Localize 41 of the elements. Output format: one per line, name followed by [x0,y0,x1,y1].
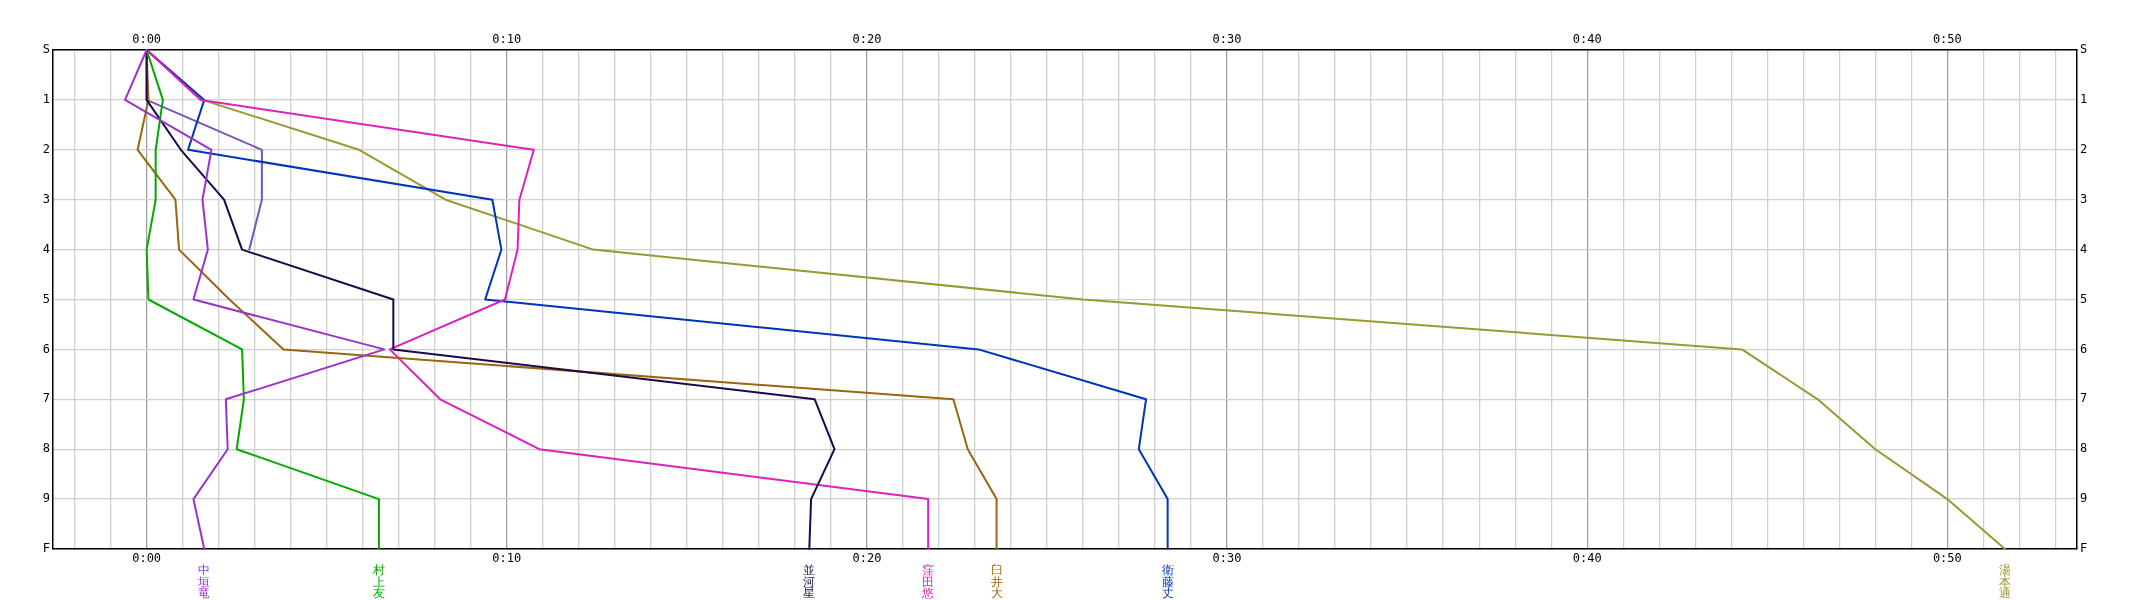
y-tick-label: 4 [42,241,50,256]
y-tick-label: 6 [42,341,50,356]
series-label: 並河星 [803,563,816,600]
category-label: 5 [2080,291,2088,306]
x-tick-label: 0:00 [132,551,162,566]
series-label: 中垣竜 [197,563,211,600]
category-label: 7 [2080,391,2088,406]
category-label: F [2080,541,2088,556]
category-label: S [2080,42,2088,57]
x-tick-label: 0:20 [852,551,882,566]
category-label: 3 [2080,191,2088,206]
series-label: 衛藤丈 [1161,563,1174,600]
x-tick-label: 0:10 [492,551,522,566]
x2-tick-label: 0:20 [852,31,882,46]
y-tick-label: F [42,541,50,556]
y-tick-label: 1 [42,92,50,107]
category-label: 8 [2080,441,2088,456]
x-tick-label: 0:50 [1932,551,1962,566]
category-label: 1 [2080,92,2088,107]
series-label: 湯本通 [1998,563,2011,600]
x2-tick-label: 0:00 [132,31,162,46]
series-label: 窪田悠 [921,563,935,600]
x-tick-label: 0:40 [1572,551,1602,566]
y-tick-label: S [42,42,50,57]
x2-tick-label: 0:50 [1932,31,1962,46]
x-tick-label: 0:30 [1212,551,1242,566]
y-tick-label: 5 [42,291,50,306]
category-label: 4 [2080,241,2088,256]
y-tick-label: 8 [42,441,50,456]
series-label: 臼井大 [990,563,1003,600]
category-label: 2 [2080,141,2088,156]
category-label: 6 [2080,341,2088,356]
category-label: 9 [2080,491,2088,506]
y-tick-label: 9 [42,491,50,506]
y-tick-label: 3 [42,191,50,206]
y-tick-label: 2 [42,141,50,156]
y-tick-label: 7 [42,391,50,406]
x2-tick-label: 0:10 [492,31,522,46]
series-label: 村上友 [371,563,385,600]
x2-tick-label: 0:30 [1212,31,1242,46]
x2-tick-label: 0:40 [1572,31,1602,46]
